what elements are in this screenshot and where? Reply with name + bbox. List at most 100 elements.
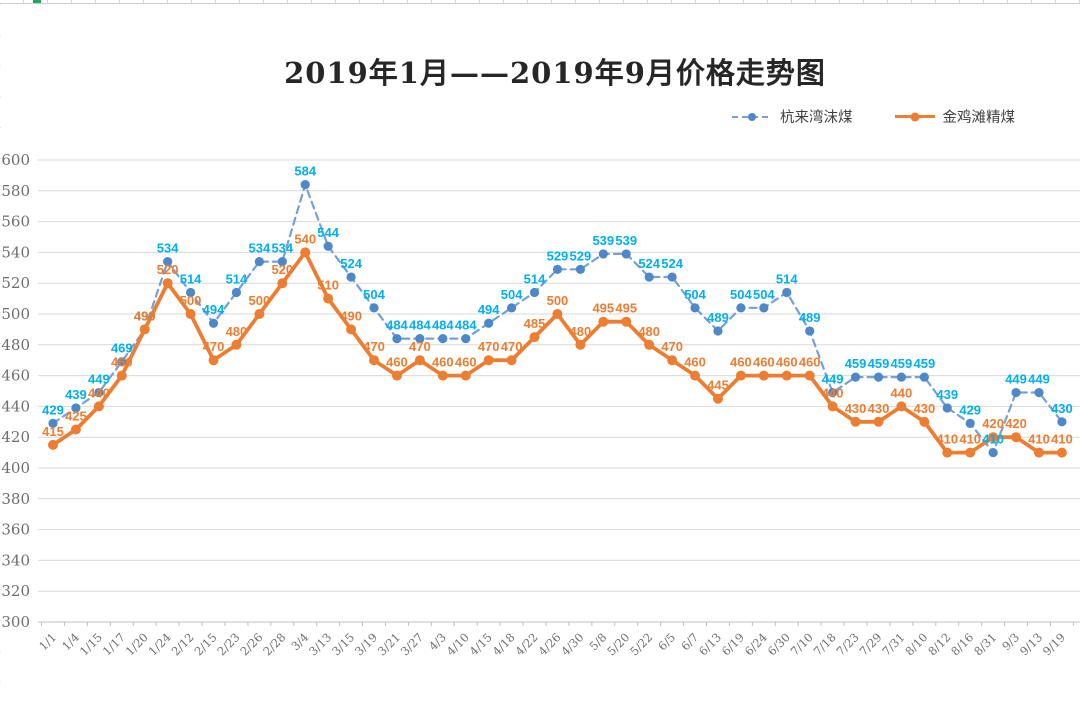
data-point-marker [782, 287, 792, 298]
data-point-marker [1034, 387, 1044, 398]
data-label: 484 [386, 318, 408, 333]
y-axis-tick-label: 320 [1, 582, 30, 600]
data-point-marker [575, 339, 586, 350]
data-point-marker [346, 272, 356, 282]
data-label: 470 [409, 339, 431, 354]
data-point-marker [1033, 447, 1044, 458]
data-point-marker [93, 401, 104, 412]
x-axis-category-label: 2/15 [191, 630, 219, 658]
x-axis-category-label: 1/24 [146, 630, 174, 658]
data-label: 485 [524, 316, 546, 331]
legend-item-hanglaiwan[interactable]: 杭来湾沫煤 [732, 106, 853, 127]
data-point-marker [690, 370, 701, 381]
x-axis-category-label: 8/31 [971, 630, 999, 658]
data-point-marker [667, 272, 677, 282]
spreadsheet-top-edge [0, 0, 1080, 4]
data-point-marker [850, 372, 861, 382]
data-label: 459 [868, 356, 890, 371]
data-label: 420 [1005, 416, 1027, 431]
legend-item-jinjitan[interactable]: 金鸡滩精煤 [894, 106, 1015, 127]
spreadsheet-left-edge [0, 4, 1, 698]
data-point-marker [919, 416, 930, 427]
data-label: 460 [753, 355, 775, 370]
x-axis-category-label: 7/23 [834, 630, 862, 658]
data-label: 495 [592, 301, 614, 316]
data-label: 470 [661, 339, 683, 354]
data-label: 529 [547, 248, 569, 263]
data-label: 529 [570, 248, 592, 263]
data-label: 410 [1051, 432, 1073, 447]
data-label: 420 [982, 416, 1004, 431]
x-axis-category-label: 8/10 [902, 630, 930, 658]
data-point-marker [208, 318, 219, 328]
x-axis-category-label: 1/17 [100, 630, 128, 658]
data-point-marker [575, 264, 585, 274]
data-label: 460 [455, 355, 477, 370]
x-axis-category-label: 8/12 [925, 630, 953, 658]
x-axis-category-label: 4/10 [444, 630, 472, 658]
data-label: 430 [868, 401, 890, 416]
x-axis-category-label: 7/10 [788, 630, 816, 658]
data-label: 470 [203, 339, 225, 354]
data-point-marker [988, 432, 999, 443]
data-label: 439 [936, 387, 958, 402]
x-axis-category-label: 3/21 [375, 630, 403, 658]
data-label: 489 [799, 310, 821, 325]
data-label: 520 [271, 262, 293, 277]
data-point-marker [736, 303, 746, 313]
data-point-marker [392, 334, 402, 344]
y-axis-tick-label: 300 [1, 613, 30, 631]
x-axis-category-label: 8/16 [948, 630, 976, 658]
data-point-marker [1057, 417, 1067, 427]
y-axis-tick-label: 560 [1, 213, 30, 231]
data-point-marker [667, 355, 678, 366]
data-point-marker [369, 303, 379, 313]
data-label: 480 [638, 324, 660, 339]
data-point-marker [300, 180, 310, 190]
data-label: 449 [1028, 372, 1050, 387]
data-point-marker [277, 278, 288, 289]
x-axis-category-label: 6/30 [765, 630, 793, 658]
data-label: 449 [88, 372, 110, 387]
data-point-marker [713, 326, 723, 336]
data-label: 480 [570, 324, 592, 339]
data-point-marker [919, 372, 929, 382]
data-point-marker [185, 287, 196, 298]
legend: 杭来湾沫煤 金鸡滩精煤 [732, 106, 1015, 127]
x-axis-category-label: 6/24 [742, 630, 770, 658]
data-label: 484 [409, 318, 431, 333]
data-point-marker [1011, 432, 1022, 443]
x-axis-category-label: 2/26 [237, 630, 265, 658]
data-point-marker [415, 334, 425, 344]
data-label: 460 [776, 355, 798, 370]
data-label: 415 [42, 424, 64, 439]
legend-label-hanglaiwan: 杭来湾沫煤 [780, 110, 853, 126]
data-point-marker [965, 447, 976, 458]
orange-solid-line-swatch [894, 112, 935, 122]
data-label: 460 [684, 355, 706, 370]
data-label: 439 [65, 387, 87, 402]
data-point-marker [506, 355, 517, 366]
data-label: 490 [134, 308, 156, 323]
x-axis-category-label: 4/30 [558, 630, 586, 658]
data-label: 500 [180, 293, 202, 308]
y-axis-tick-label: 380 [1, 490, 30, 508]
data-label: 445 [707, 378, 729, 393]
data-point-marker [208, 355, 219, 366]
data-label: 410 [1028, 432, 1050, 447]
data-point-marker [507, 303, 517, 313]
data-label: 430 [845, 401, 867, 416]
data-label: 504 [753, 287, 775, 302]
data-label: 524 [340, 256, 362, 271]
data-point-marker [117, 357, 127, 367]
data-label: 524 [661, 256, 683, 271]
data-label: 490 [340, 308, 362, 323]
data-point-marker [231, 339, 242, 350]
data-point-marker [621, 249, 631, 259]
data-label: 440 [891, 385, 913, 400]
y-axis-tick-label: 440 [1, 397, 30, 415]
data-point-marker [805, 326, 815, 336]
data-point-marker [690, 303, 700, 313]
y-axis-tick-label: 480 [1, 336, 30, 354]
legend-marker-dot [910, 112, 919, 121]
